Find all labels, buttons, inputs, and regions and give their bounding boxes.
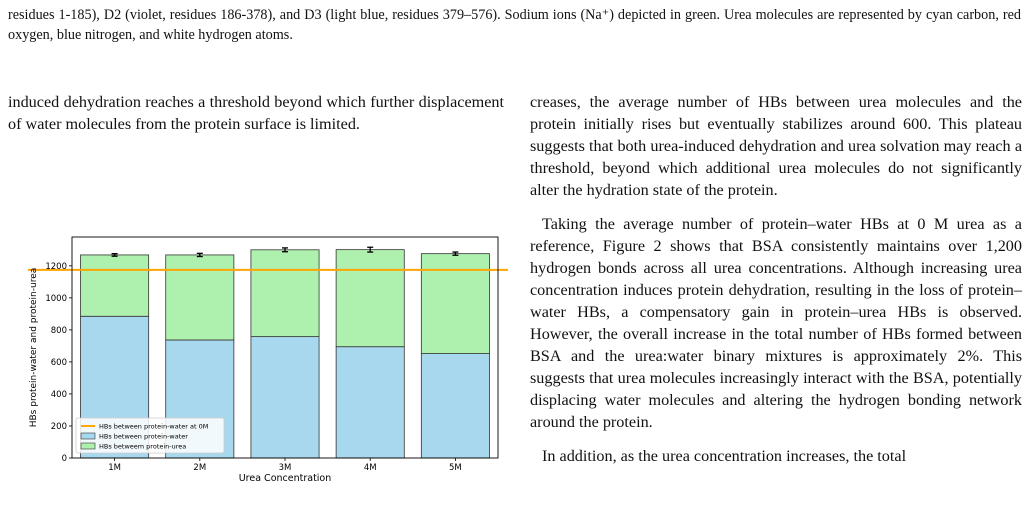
legend-label-water: HBs between protein-water xyxy=(99,433,188,441)
y-tick-label: 0 xyxy=(62,454,67,464)
x-axis-label: Urea Concentration xyxy=(239,473,332,484)
x-tick-label: 1M xyxy=(108,463,121,473)
x-tick-label: 5M xyxy=(449,463,462,473)
y-tick-label: 600 xyxy=(51,358,67,368)
legend-swatch-water xyxy=(80,432,96,440)
x-tick-label: 3M xyxy=(279,463,292,473)
bar-protein-urea xyxy=(165,254,235,341)
hydrogen-bond-chart: 1M 2M 3M 4M 5M 0 200 400 600 800 1000 1200 Urea Conc… xyxy=(28,236,508,484)
right-column: creases, the average number of HBs betwe… xyxy=(530,91,1022,467)
x-tick-label: 2M xyxy=(193,463,206,473)
figure-caption: residues 1-185), D2 (violet, residues 18… xyxy=(8,7,1021,43)
bar-protein-urea xyxy=(80,254,150,317)
legend-label-urea: HBs betweem protein-urea xyxy=(99,443,186,451)
bar-protein-urea xyxy=(420,253,490,354)
right-paragraph-3: In addition, as the urea concentration i… xyxy=(542,447,907,465)
y-tick-label: 800 xyxy=(51,326,67,336)
x-tick-label: 4M xyxy=(364,463,377,473)
bar-protein-water xyxy=(335,346,405,459)
y-axis-label: HBs protein-water and protein-urea xyxy=(29,268,39,428)
y-tick-label: 400 xyxy=(51,390,67,400)
legend-swatch-urea xyxy=(80,442,96,450)
left-paragraph: induced dehydration reaches a threshold … xyxy=(8,93,504,133)
bar-protein-urea xyxy=(250,249,320,338)
legend-box xyxy=(75,417,225,454)
right-paragraph-1: creases, the average number of HBs betwe… xyxy=(530,93,1022,199)
y-tick-label: 200 xyxy=(51,422,67,432)
y-tick-label: 1200 xyxy=(45,262,67,272)
left-column: induced dehydration reaches a threshold … xyxy=(8,91,504,135)
right-paragraph-2: Taking the average number of protein–wat… xyxy=(530,215,1022,431)
plot-frame xyxy=(71,236,499,459)
y-tick-label: 1000 xyxy=(45,294,67,304)
legend-label-reference: HBs between protein-water at 0M xyxy=(99,423,208,431)
bar-protein-water xyxy=(250,336,320,459)
bar-protein-water xyxy=(420,353,490,459)
bar-protein-urea xyxy=(335,249,405,348)
